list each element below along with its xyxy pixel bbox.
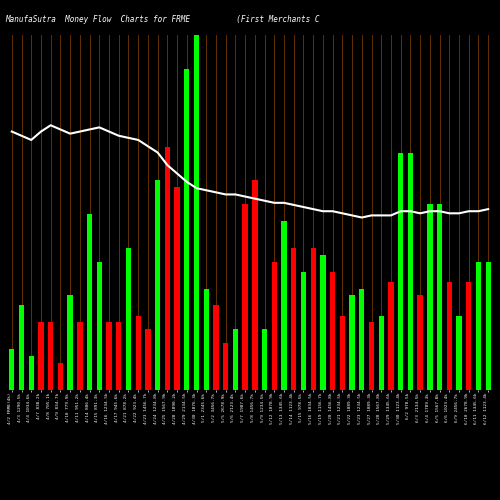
Bar — [58, 363, 63, 390]
Bar — [486, 262, 491, 390]
Bar — [456, 316, 462, 390]
Bar — [282, 221, 286, 390]
Bar — [77, 322, 82, 390]
Bar — [223, 342, 228, 390]
Bar — [378, 316, 384, 390]
Bar — [320, 255, 326, 390]
Bar — [427, 204, 432, 390]
Bar — [291, 248, 296, 390]
Bar — [359, 288, 364, 390]
Bar — [437, 204, 442, 390]
Bar — [28, 356, 34, 390]
Bar — [164, 146, 170, 390]
Bar — [48, 322, 54, 390]
Bar — [340, 316, 345, 390]
Bar — [68, 296, 73, 390]
Bar — [38, 322, 44, 390]
Bar — [262, 329, 268, 390]
Bar — [418, 296, 423, 390]
Bar — [136, 316, 141, 390]
Bar — [204, 288, 209, 390]
Bar — [330, 272, 336, 390]
Text: ManufaSutra  Money Flow  Charts for FRME          (First Merchants C: ManufaSutra Money Flow Charts for FRME (… — [5, 15, 320, 24]
Bar — [145, 329, 150, 390]
Bar — [476, 262, 481, 390]
Bar — [232, 329, 238, 390]
Bar — [9, 350, 15, 390]
Bar — [398, 154, 404, 390]
Bar — [408, 154, 413, 390]
Bar — [126, 248, 131, 390]
Bar — [446, 282, 452, 390]
Bar — [252, 180, 258, 390]
Bar — [155, 180, 160, 390]
Bar — [184, 69, 190, 390]
Bar — [301, 272, 306, 390]
Bar — [19, 306, 24, 390]
Bar — [388, 282, 394, 390]
Bar — [106, 322, 112, 390]
Bar — [214, 306, 218, 390]
Bar — [174, 187, 180, 390]
Bar — [116, 322, 121, 390]
Bar — [466, 282, 471, 390]
Bar — [96, 262, 102, 390]
Bar — [310, 248, 316, 390]
Bar — [242, 204, 248, 390]
Bar — [87, 214, 92, 390]
Bar — [350, 296, 355, 390]
Bar — [194, 35, 199, 390]
Bar — [272, 262, 277, 390]
Bar — [369, 322, 374, 390]
